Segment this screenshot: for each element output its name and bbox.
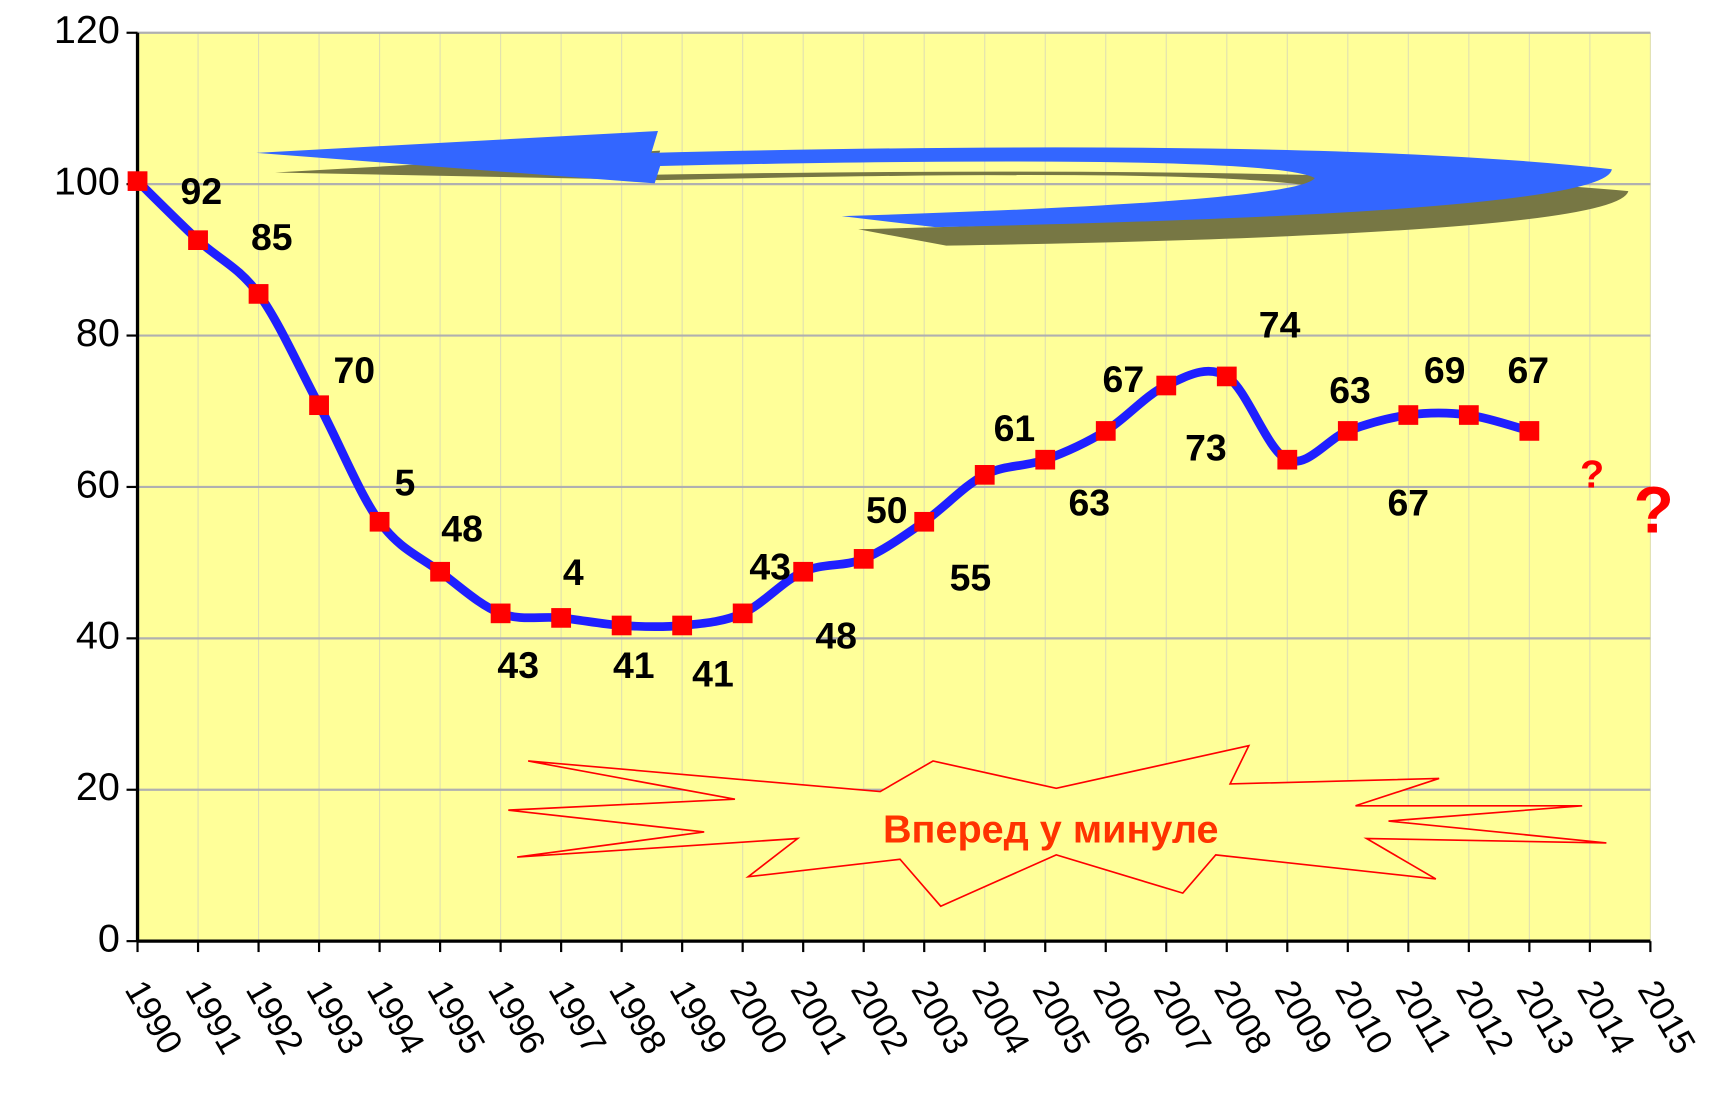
marker [854,549,874,569]
x-tick-label: 2003 [904,974,977,1061]
x-tick-label: 2012 [1448,974,1521,1061]
chart: Вперед у минуле 199019911992199319941995… [0,0,1723,1094]
marker [975,465,995,485]
x-tick-label: 2008 [1206,974,1279,1061]
x-tick-label: 2013 [1509,974,1582,1061]
x-tick-label: 1992 [238,974,311,1061]
marker [612,616,632,636]
data-label: 69 [1424,349,1466,391]
marker [914,512,934,532]
x-tick-label: 1995 [420,974,493,1061]
marker [128,171,148,191]
question-mark: ? [1634,473,1674,547]
data-label: 43 [749,546,791,588]
y-tick-label: 0 [98,917,120,961]
data-label: 41 [613,644,655,686]
y-tick-label: 80 [76,311,120,355]
marker [370,512,390,532]
x-tick-label: 2015 [1630,974,1703,1061]
marker [1277,450,1297,470]
marker [672,616,692,636]
data-label: 43 [497,644,539,686]
y-tick-label: 120 [54,8,120,52]
data-label: 50 [866,489,908,531]
data-label: 92 [181,170,223,212]
y-tick-label: 100 [54,160,120,204]
marker [1156,376,1176,396]
data-label: 63 [1329,369,1371,411]
x-tick-label: 1998 [601,974,674,1061]
marker [1519,421,1539,441]
callout-text: Вперед у минуле [883,807,1219,851]
y-tick-label: 40 [76,614,120,658]
data-label: 4 [563,551,584,593]
marker [1338,421,1358,441]
marker [430,562,450,582]
data-label: 5 [394,462,415,504]
x-tick-label: 2007 [1146,974,1219,1061]
x-tick-label: 2005 [1025,974,1098,1061]
x-tick-label: 2010 [1327,974,1400,1061]
data-label: 48 [815,615,857,657]
data-label: 70 [333,349,375,391]
x-tick-label: 2006 [1085,974,1158,1061]
question-mark: ? [1580,453,1604,497]
data-label: 73 [1185,427,1227,469]
y-tick-label: 20 [76,765,120,809]
x-tick-label: 1993 [299,974,372,1061]
marker [309,395,329,415]
x-tick-label: 2001 [783,974,856,1061]
x-tick-label: 2000 [722,974,795,1061]
data-label: 41 [692,653,734,695]
data-label: 85 [251,216,293,258]
x-tick-label: 2011 [1388,974,1460,1058]
data-label: 67 [1388,481,1430,523]
marker [551,608,571,628]
x-tick-label: 1990 [117,974,190,1061]
data-label: 61 [994,407,1036,449]
data-label: 48 [441,508,483,550]
marker [491,604,511,624]
marker [1035,450,1055,470]
x-tick-label: 1997 [541,974,614,1061]
x-tick-label: 1999 [662,974,735,1061]
y-tick-label: 60 [76,462,120,506]
marker [1398,405,1418,425]
data-label: 74 [1259,303,1301,345]
x-tick-label: 2004 [964,974,1037,1061]
x-tick-label: 2009 [1267,974,1340,1061]
x-tick-label: 2002 [843,974,916,1061]
marker [733,604,753,624]
data-label: 63 [1068,481,1110,523]
x-tick-label: 1996 [480,974,553,1061]
data-label: 55 [950,557,992,599]
data-label: 67 [1507,349,1549,391]
x-tick-label: 1991 [178,974,251,1061]
marker [1096,421,1116,441]
x-tick-label: 2014 [1569,974,1642,1061]
marker [793,562,813,582]
marker [249,284,269,304]
marker [188,230,208,250]
marker [1217,367,1237,387]
x-tick-label: 1994 [359,974,432,1061]
marker [1459,405,1479,425]
data-label: 67 [1103,358,1145,400]
